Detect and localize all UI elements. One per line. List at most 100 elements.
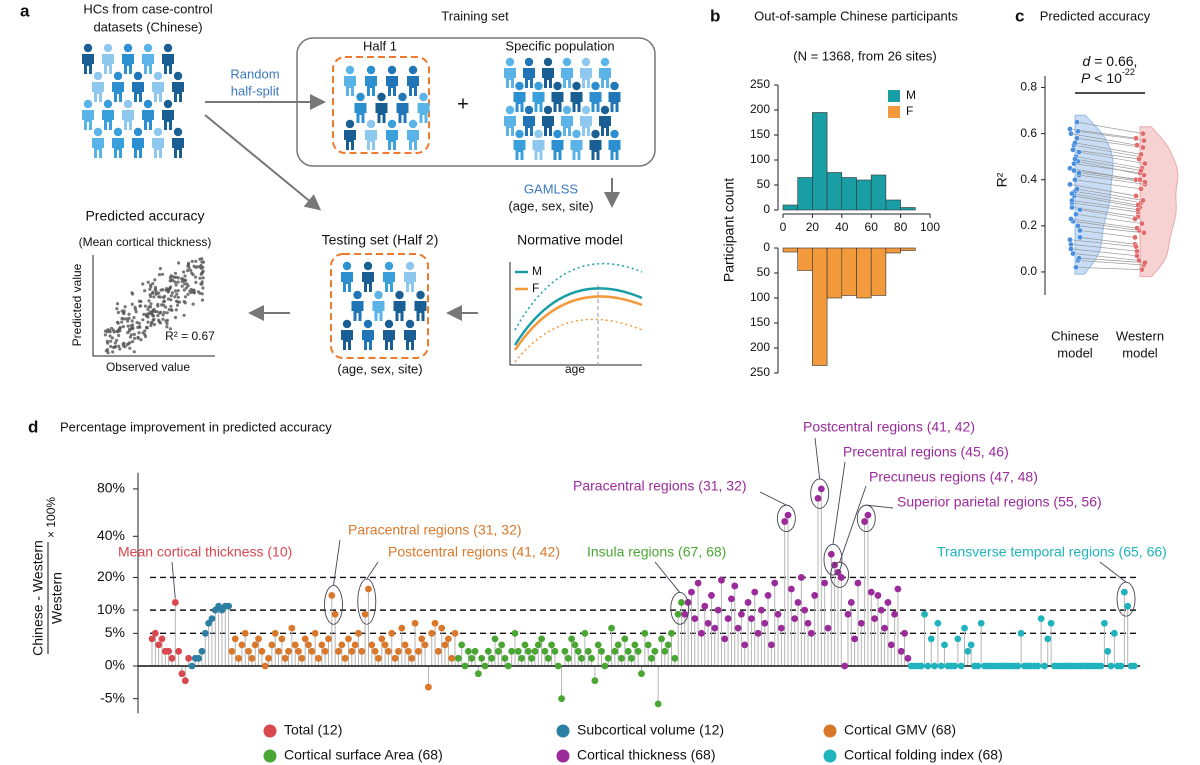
point [151, 629, 159, 637]
pair-line [1073, 163, 1141, 174]
point [1073, 211, 1079, 218]
icon-head [591, 81, 600, 91]
scatter-dot [117, 344, 121, 348]
scatter-dot [173, 275, 177, 279]
annotation: Paracentral regions (31, 32) [348, 522, 522, 538]
scatter-dot [110, 326, 114, 330]
stat-exponent: -22 [1122, 67, 1135, 77]
annotation: Postcentral regions (41, 42) [803, 419, 975, 435]
x-tick-label: 60 [865, 220, 879, 234]
legend-label: Subcortical volume (12) [577, 722, 724, 738]
icon-head [173, 71, 183, 81]
scatter-dot [183, 295, 188, 299]
point [1100, 619, 1108, 627]
histogram-bar [885, 247, 901, 254]
point [1117, 662, 1125, 670]
icon-body [523, 68, 535, 88]
person-icon [341, 319, 353, 350]
scatter-dot [123, 305, 127, 309]
pair-line [1073, 195, 1141, 208]
stat-text: < 10 [1090, 70, 1122, 86]
y-label-suffix: × 100% [44, 497, 58, 538]
scatter-dot [163, 294, 167, 298]
point [634, 647, 642, 655]
point [311, 629, 319, 637]
point [904, 654, 912, 662]
chart-title: Percentage improvement in predicted accu… [60, 419, 332, 434]
pair-line [1075, 156, 1143, 169]
point [1140, 197, 1146, 204]
annotation: Superior parietal regions (55, 56) [897, 494, 1102, 510]
point [688, 588, 695, 596]
icon-body [341, 272, 353, 292]
scatter-dot [173, 295, 177, 299]
diagram-text: M [532, 264, 542, 278]
point [385, 647, 392, 655]
highlight-ring [1116, 581, 1136, 617]
person-icon [112, 71, 124, 102]
scatter-dot [153, 278, 157, 282]
point [1076, 255, 1082, 261]
y-tick-label: 250 [750, 365, 770, 379]
person-icon [383, 319, 395, 350]
point [954, 635, 962, 643]
scatter-dot [122, 311, 126, 316]
point [464, 647, 472, 655]
scatter-dot [175, 303, 180, 307]
leader-line [171, 561, 176, 599]
point [428, 629, 436, 637]
histogram-bar [841, 247, 857, 296]
scatter-dot [115, 338, 119, 342]
icon-head [384, 319, 394, 329]
scatter-dot [117, 333, 121, 338]
scatter-dot [152, 322, 156, 327]
point [1041, 662, 1048, 670]
scatter-dot [152, 295, 156, 299]
icon-body [504, 116, 516, 136]
histogram-bar [900, 247, 916, 251]
point [541, 647, 549, 655]
point [524, 647, 532, 655]
y-tick-label: 0.4 [1020, 172, 1037, 186]
point [258, 647, 266, 655]
point [165, 647, 173, 655]
point [1104, 647, 1112, 655]
scatter-dot [111, 350, 115, 354]
point [618, 654, 625, 662]
point [1076, 149, 1082, 155]
scatter-dot [169, 294, 173, 298]
point [1076, 170, 1082, 176]
point [881, 624, 888, 632]
point [534, 641, 542, 649]
point [305, 641, 312, 649]
point [278, 635, 286, 643]
scatter-dot [110, 336, 114, 340]
point [584, 647, 592, 655]
scatter-dot [106, 341, 110, 345]
icon-body [532, 92, 545, 112]
person-icon [372, 290, 385, 321]
point [1072, 176, 1078, 183]
point [744, 599, 752, 606]
diagram-text: Predicted accuracy [85, 208, 204, 224]
pair-line [1070, 248, 1138, 257]
legend-label: Cortical folding index (68) [844, 747, 1003, 763]
scatter-dot [128, 327, 132, 331]
icon-body [551, 92, 564, 112]
point [1134, 225, 1140, 231]
point [887, 641, 895, 649]
histogram-bar [870, 247, 887, 296]
pair-line [1076, 137, 1144, 148]
scatter-dot [190, 259, 194, 263]
y-tick-label: 0.2 [1020, 218, 1037, 232]
point [471, 647, 479, 655]
scatter-dot [157, 295, 161, 299]
point [1133, 243, 1139, 250]
icon-body [142, 54, 154, 74]
point [265, 654, 272, 662]
scatter-dot [187, 266, 191, 270]
point [571, 641, 579, 649]
person-icon [152, 71, 164, 102]
scatter-dot [199, 263, 203, 268]
